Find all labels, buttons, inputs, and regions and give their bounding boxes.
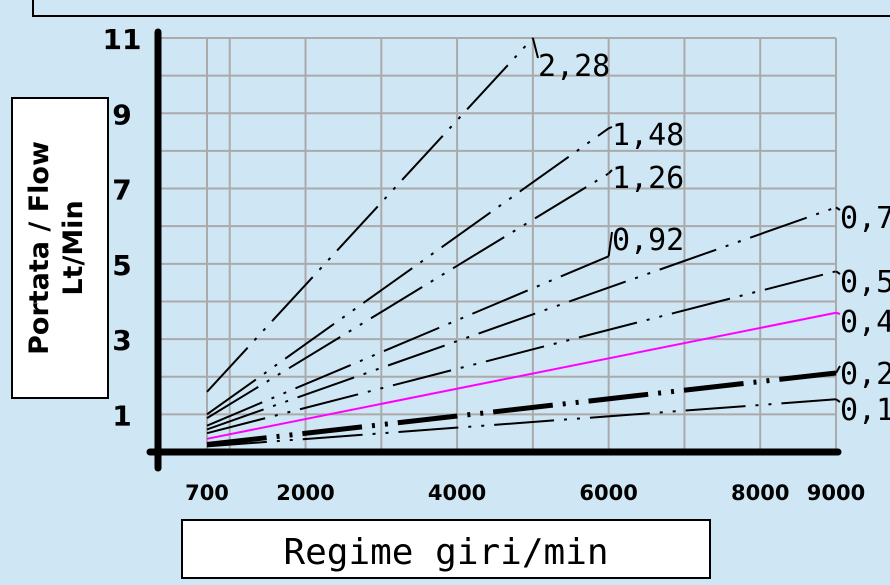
y-tick-label: 5 [112, 249, 131, 282]
x-tick-label: 6000 [579, 481, 637, 505]
series-line-0-24 [206, 370, 837, 447]
y-tick-label: 1 [112, 399, 131, 432]
series-line-2-28 [206, 37, 534, 393]
axes [146, 28, 842, 472]
xlabel: Regime giri/min [283, 532, 608, 573]
ylabel: Portata / Flow [24, 141, 55, 355]
curve-label: 1,48 [612, 118, 684, 153]
top-title-box [32, 0, 890, 17]
label-leader [835, 270, 841, 275]
curve-label: 0,75 [840, 201, 890, 236]
series-lines [206, 37, 841, 448]
curve-label: 0,24 [840, 357, 890, 392]
label-leader [835, 365, 841, 374]
curve-label: 2,28 [538, 49, 610, 84]
grid [158, 37, 837, 452]
ylabel-box [11, 97, 109, 399]
label-leader [835, 311, 841, 315]
curve-label: 0,56 [840, 265, 890, 300]
label-leader [607, 169, 613, 175]
curve-label: 0,16 [840, 393, 890, 428]
label-leader [608, 126, 613, 130]
label-leader [607, 231, 613, 257]
xlabel-box [181, 519, 711, 579]
curve-label: 0,92 [612, 223, 684, 258]
ylabel-unit: Lt/Min [58, 200, 89, 295]
x-tick-label: 2000 [276, 481, 334, 505]
y-tick-label: 9 [112, 98, 131, 131]
label-leader [835, 206, 841, 211]
series-line-1-48 [206, 127, 610, 416]
series-line-0-45 [206, 311, 837, 440]
y-tick-label: 7 [112, 174, 131, 207]
series-line-0-16 [206, 398, 837, 448]
x-tick-label: 9000 [807, 481, 865, 505]
series-line-0-56 [206, 270, 837, 435]
label-leader [835, 398, 841, 403]
curve-label: 1,26 [612, 161, 684, 196]
series-line-1-26 [206, 172, 610, 419]
curve-label: 0,45 [840, 305, 890, 340]
labels: 1 3 5 7 9 11 700 2000 4000 6000 8000 9000 2,281,48 1,… [103, 23, 890, 505]
label-leader [531, 37, 539, 59]
y-tick-label: 3 [112, 324, 131, 357]
y-tick-label: 11 [103, 23, 142, 56]
x-tick-label: 4000 [428, 481, 486, 505]
x-tick-label: 700 [185, 481, 229, 505]
series-line-0-75 [206, 206, 837, 431]
x-tick-label: 8000 [731, 481, 789, 505]
series-line-0-92 [206, 255, 610, 427]
